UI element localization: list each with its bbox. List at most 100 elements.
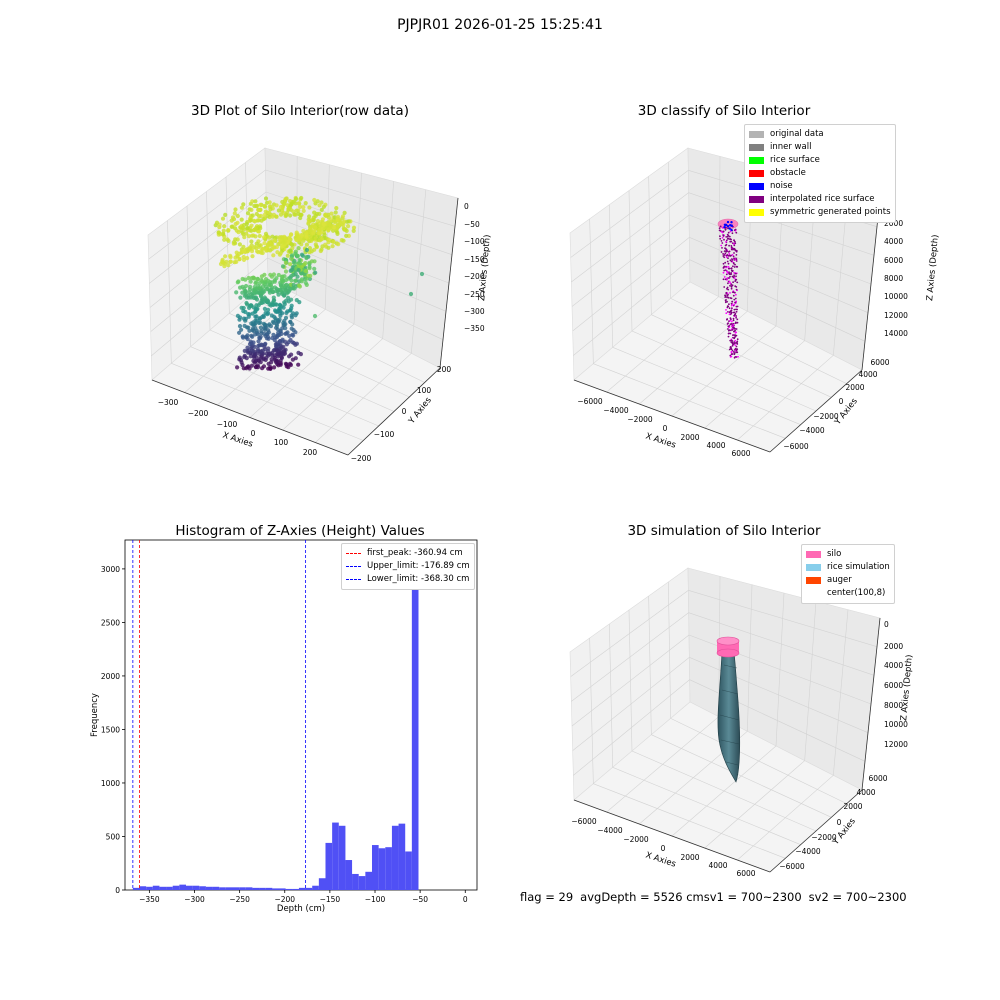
- classified-point: [729, 292, 731, 294]
- scatter-point: [247, 328, 252, 333]
- scatter-point: [257, 285, 263, 290]
- scatter-point: [278, 311, 283, 316]
- histogram-bar: [391, 825, 399, 890]
- scatter-point: [254, 318, 260, 323]
- scatter-point: [250, 311, 255, 316]
- classified-point: [725, 243, 728, 246]
- classified-point: [732, 294, 735, 297]
- classified-point: [735, 231, 738, 234]
- y-tick-label: 500: [106, 832, 121, 841]
- scatter-point: [263, 310, 268, 315]
- scatter-point: [276, 272, 281, 278]
- scatter-point: [307, 228, 312, 233]
- classified-point: [727, 237, 730, 240]
- classified-point: [723, 256, 726, 259]
- scatter-point: [272, 314, 277, 319]
- panel1-z-ticks: 0 −50 −100 −150 −200 −250 −300 −350 Z Ax…: [464, 202, 493, 333]
- legend-item: rice surface: [749, 154, 891, 167]
- classified-point: [733, 229, 736, 232]
- classified-point: [722, 271, 725, 274]
- scatter-point: [261, 280, 266, 286]
- classified-point: [732, 255, 735, 258]
- classified-point: [733, 311, 736, 314]
- scatter-point: [326, 245, 331, 250]
- scatter-point: [283, 322, 288, 327]
- panel2-z-ticks: 2000 4000 6000 8000 10000 12000 14000 Z …: [884, 219, 941, 338]
- p2-ztick: 4000: [884, 237, 903, 246]
- scatter-point: [245, 333, 250, 338]
- classified-point: [720, 251, 723, 253]
- p2-xtick: −4000: [603, 406, 629, 415]
- scatter-point: [280, 351, 285, 356]
- classified-point: [731, 322, 733, 325]
- classified-point: [721, 226, 724, 229]
- scatter-point: [322, 232, 327, 237]
- p4-xtick: −4000: [597, 826, 623, 835]
- p2-ytick: −6000: [783, 442, 809, 451]
- scatter-point: [239, 217, 244, 222]
- scatter-point: [248, 354, 253, 359]
- classified-point: [730, 329, 732, 332]
- p2-ztick: 14000: [884, 329, 908, 338]
- classified-point: [725, 256, 728, 258]
- scatter-point: [245, 345, 250, 350]
- classified-point: [732, 327, 734, 329]
- classified-point: [730, 273, 733, 275]
- classified-point: [728, 313, 731, 316]
- classified-point: [730, 240, 733, 243]
- scatter-point: [289, 306, 294, 311]
- scatter-point: [253, 199, 258, 204]
- scatter-point: [281, 279, 286, 284]
- p2-ztick: 8000: [884, 274, 903, 283]
- classified-point: [731, 242, 734, 245]
- classified-point: [729, 259, 732, 262]
- p2-xtick: −2000: [627, 415, 653, 424]
- scatter-point: [246, 275, 251, 281]
- histogram-bar: [219, 887, 226, 890]
- legend-item: auger: [806, 574, 890, 587]
- y-tick-label: 3000: [101, 565, 120, 574]
- scatter-point: [307, 276, 312, 282]
- scatter-point: [258, 320, 263, 325]
- scatter-point: [262, 203, 267, 209]
- scatter-point: [239, 360, 244, 365]
- scatter-point: [258, 202, 263, 207]
- scatter-point: [260, 247, 265, 252]
- classified-point: [729, 339, 732, 342]
- scatter-point: [283, 260, 288, 265]
- p4-ytick: −2000: [811, 833, 837, 842]
- scatter-point: [285, 253, 290, 258]
- scatter-point: [259, 250, 264, 255]
- p4-xlabel: X Axies: [644, 850, 677, 869]
- scatter-point: [278, 303, 283, 308]
- scatter-point: [274, 214, 279, 219]
- classified-point: [731, 253, 734, 256]
- scatter-point: [265, 334, 271, 339]
- histogram-bar: [298, 887, 306, 890]
- scatter-point: [237, 257, 242, 262]
- y-tick-label: 2500: [101, 618, 120, 627]
- classified-point: [724, 294, 726, 297]
- p4-ytick: 0: [837, 818, 842, 827]
- scatter-point: [255, 277, 260, 282]
- scatter-point: [254, 241, 259, 246]
- x-tick-label: −350: [139, 895, 160, 904]
- classified-point: [732, 343, 734, 346]
- scatter-point: [267, 200, 272, 205]
- classified-point: [727, 296, 730, 299]
- classified-point: [724, 296, 727, 298]
- p4-ztick: 2000: [884, 642, 903, 651]
- histogram-bar: [159, 886, 167, 890]
- classified-point: [726, 300, 728, 303]
- p4-xtick: 0: [661, 844, 666, 853]
- p1-xlabel: X Axies: [221, 430, 254, 449]
- scatter-point: [267, 282, 272, 287]
- scatter-point: [303, 269, 308, 274]
- classified-point: [735, 286, 738, 288]
- p2-ytick: 4000: [858, 370, 877, 379]
- scatter-point: [320, 217, 325, 222]
- classified-point: [727, 282, 729, 285]
- scatter-point: [246, 295, 251, 300]
- classified-point: [730, 341, 733, 343]
- classified-point: [731, 275, 734, 278]
